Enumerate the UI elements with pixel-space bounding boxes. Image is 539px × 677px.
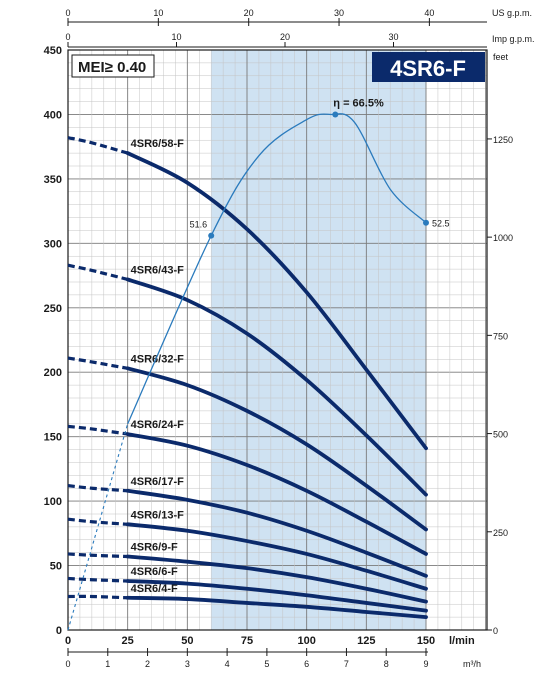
series-label: 4SR6/17-F [131,476,184,488]
mei-badge-box [71,54,155,78]
efficiency-label: 51.6 [190,220,208,230]
x-tick-label: 150 [417,635,435,647]
curve-dashed-2 [67,263,129,281]
usgpm-tick-label: 40 [424,8,434,18]
curve-dashed-7 [67,552,128,559]
chart-title: 4SR6-F [390,56,466,81]
head-curves: 4SR6/58-F 4SR6/43-F 4SR6/32-F 4SR6/24-F 4SR6… [67,136,428,620]
x-tick-label: 125 [357,635,375,647]
y-tick-label: 250 [44,303,62,315]
impgpm-tick-label: 10 [171,32,181,42]
curve-8 [125,579,428,613]
usgpm-tick-label: 0 [65,8,70,18]
usgpm-tick-label: 20 [244,8,254,18]
curve-dashed-8 [67,576,128,583]
y-tick-label: 50 [50,561,62,573]
series-label: 4SR6/24-F [131,419,184,431]
y2-tick-label: 500 [493,430,508,440]
curve-dashed-4 [67,424,128,436]
curve-dashed-5 [67,484,128,493]
m3h-tick-label: 7 [344,659,349,669]
lpm-label: l/min [449,635,475,647]
m3h-tick-label: 3 [185,659,190,669]
y-tick-label: 400 [44,109,62,121]
series-label: 4SR6/9-F [131,542,178,554]
impgpm-tick-label: 20 [280,32,290,42]
x-tick-label: 50 [181,635,193,647]
y-tick-label: 150 [44,432,62,444]
m3h-tick-label: 2 [145,659,150,669]
y2-tick-label: 1250 [493,135,513,145]
curve-dashed-6 [67,517,128,526]
impgpm-tick-label: 0 [65,32,70,42]
imp-gpm-label: Imp g.p.m. [492,34,535,44]
efficiency-point [332,111,339,118]
x-tick-label: 75 [241,635,253,647]
y2-tick-label: 1000 [493,233,513,243]
curve-3 [125,366,428,532]
curve-2 [125,277,428,497]
title-box [372,52,485,82]
curve-dashed-3 [67,356,128,370]
y-tick-label: 0 [56,625,62,637]
series-label: 4SR6/6-F [131,566,178,578]
y-tick-label: 350 [44,174,62,186]
efficiency-label: η = 66.5% [333,97,384,109]
m3h-tick-label: 4 [225,659,230,669]
feet-label: feet [493,52,509,62]
x-tick-label: 100 [297,635,315,647]
series-label: 4SR6/13-F [131,509,184,521]
y2-tick-label: 750 [493,331,508,341]
efficiency-label: 52.5 [432,219,450,229]
mei-badge: MEI≥ 0.40 [78,59,146,76]
efficiency-point [208,232,215,239]
efficiency-curve: 51.6 η = 66.5% 52.5 [67,97,450,631]
efficiency-point [423,219,429,226]
m3h-tick-label: 1 [105,659,110,669]
m3h-label: m³/h [463,659,481,669]
series-label: 4SR6/4-F [131,583,178,595]
m3h-tick-label: 5 [264,659,269,669]
y-tick-label: 200 [44,367,62,379]
usgpm-tick-label: 30 [334,8,344,18]
curve-6 [125,522,428,591]
y-tick-label: 450 [44,45,62,57]
series-label: 4SR6/58-F [131,138,184,150]
m3h-tick-label: 8 [384,659,389,669]
curve-4 [125,432,428,556]
y-tick-label: 300 [44,238,62,250]
m3h-tick-label: 6 [304,659,309,669]
impgpm-tick-label: 30 [388,32,398,42]
efficiency-line [127,113,427,425]
curve-7 [125,554,428,604]
plot-frame [67,49,488,631]
x-tick-label: 25 [122,635,134,647]
curve-dashed-1 [67,136,129,155]
us-gpm-label: US g.p.m. [492,8,532,18]
series-label: 4SR6/43-F [131,264,184,276]
x-tick-label: 0 [65,635,71,647]
y-tick-label: 100 [44,496,62,508]
y2-tick-label: 250 [493,528,508,538]
curve-5 [125,488,428,578]
curve-1 [125,151,428,451]
curve-dashed-9 [67,594,128,600]
series-label: 4SR6/32-F [131,353,184,365]
usgpm-tick-label: 10 [153,8,163,18]
curve-9 [125,595,428,620]
m3h-tick-label: 9 [423,659,428,669]
m3h-tick-label: 0 [65,659,70,669]
y2-tick-label: 0 [493,626,498,636]
axes: 0501001502002503003504004500250500750100… [44,8,513,669]
